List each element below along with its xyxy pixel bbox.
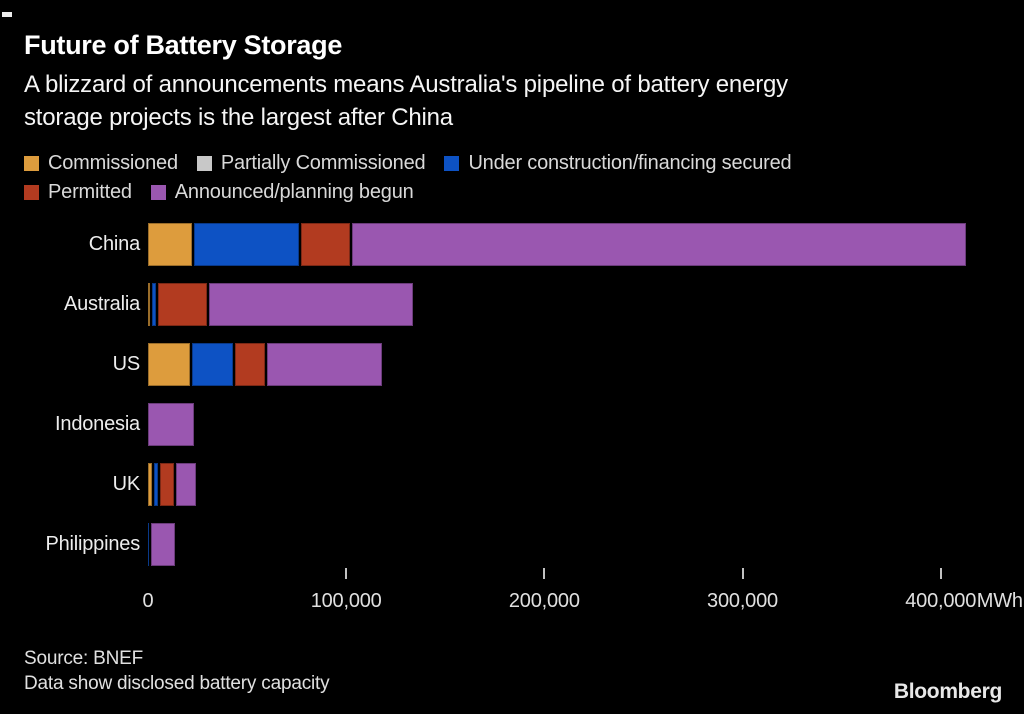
bar-segment-under-construction-financing-secured	[193, 222, 299, 266]
bar-segment-under-construction-financing-secured	[191, 342, 234, 386]
bar-segment-permitted	[159, 462, 174, 506]
subtitle-line-2: storage projects is the largest after Ch…	[24, 104, 453, 131]
chart-row: Indonesia	[0, 394, 1024, 454]
category-label-uk: UK	[112, 472, 141, 495]
bar-indonesia	[148, 402, 1014, 446]
legend-row-2: Permitted Announced/planning begun	[24, 181, 791, 204]
bar-segment-commissioned	[148, 462, 152, 506]
announced-swatch-icon	[150, 185, 166, 200]
legend-label: Under construction/financing secured	[468, 152, 792, 174]
category-label-philippines: Philippines	[45, 532, 140, 555]
bar-segment-announced-planning-begun	[150, 522, 175, 566]
chart-row: China	[0, 214, 1024, 274]
legend-item-permitted: Permitted	[24, 181, 132, 204]
bar-china	[148, 222, 1014, 266]
axis-tick-label: 200,000	[508, 590, 580, 612]
axis-tick-mark	[741, 568, 744, 579]
legend-item-under-construction: Under construction/financing secured	[444, 152, 792, 175]
legend-item-partially-commissioned: Partially Commissioned	[196, 152, 426, 175]
legend-label: Commissioned	[48, 152, 178, 174]
category-label-us: US	[112, 352, 141, 375]
source-note: Source: BNEF	[24, 648, 144, 669]
bar-uk	[148, 462, 1014, 506]
legend-label: Permitted	[48, 181, 132, 203]
chart-title: Future of Battery Storage	[24, 30, 343, 60]
bar-segment-commissioned	[148, 342, 190, 386]
commissioned-swatch-icon	[24, 156, 39, 171]
chart-row: Australia	[0, 274, 1024, 334]
axis-tick-label: 300,000	[707, 590, 778, 612]
bar-us	[148, 342, 1014, 386]
legend: Commissioned Partially Commissioned Unde…	[24, 152, 792, 204]
chart-row: Philippines	[0, 514, 1024, 574]
legend-row-1: Commissioned Partially Commissioned Unde…	[24, 152, 792, 175]
axis-tick-mark	[939, 568, 942, 579]
category-label-china: China	[88, 232, 140, 255]
bar-segment-permitted	[157, 282, 208, 326]
axis-tick-label: 400,000	[905, 590, 977, 612]
category-label-indonesia: Indonesia	[55, 412, 140, 435]
bar-segment-under-construction-financing-secured	[148, 522, 149, 566]
partially-commissioned-swatch-icon	[196, 156, 212, 171]
legend-item-announced: Announced/planning begun	[150, 181, 414, 204]
bar-philippines	[148, 522, 1014, 566]
legend-item-commissioned: Commissioned	[24, 152, 178, 175]
bar-segment-announced-planning-begun	[266, 342, 382, 386]
bar-segment-commissioned	[148, 282, 150, 326]
bar-segment-permitted	[235, 342, 265, 386]
legend-label: Announced/planning begun	[174, 181, 414, 203]
bar-segment-announced-planning-begun	[148, 402, 194, 446]
chart-row: UK	[0, 454, 1024, 514]
x-axis-labels: 0 100,000 200,000 300,000 400,000 MWh	[143, 590, 1023, 614]
bloomberg-logo: Bloomberg	[893, 680, 1002, 703]
x-axis-ticks	[148, 568, 1014, 580]
bar-chart: China Australia US Indonesia UK Philippines 0…	[0, 214, 1024, 614]
data-note: Data show disclosed battery capacity	[24, 673, 330, 694]
axis-tick-label: 100,000	[310, 590, 382, 612]
legend-label: Partially Commissioned	[220, 152, 426, 174]
under-construction-swatch-icon	[444, 156, 460, 171]
category-label-australia: Australia	[63, 292, 140, 315]
chart-rows: China Australia US Indonesia UK Philippines	[0, 214, 1024, 574]
bar-segment-permitted	[300, 222, 351, 266]
chart-subtitle: A blizzard of announcements means Austra…	[24, 68, 788, 134]
bar-segment-announced-planning-begun	[175, 462, 196, 506]
chart-row: US	[0, 334, 1024, 394]
permitted-swatch-icon	[24, 185, 39, 200]
bar-australia	[148, 282, 1014, 326]
axis-tick-mark	[543, 568, 546, 579]
bar-segment-under-construction-financing-secured	[151, 282, 156, 326]
bar-segment-announced-planning-begun	[352, 222, 967, 266]
bar-segment-under-construction-financing-secured	[153, 462, 158, 506]
screenshot-artifact	[2, 12, 12, 17]
bar-segment-announced-planning-begun	[209, 282, 414, 326]
subtitle-line-1: A blizzard of announcements means Austra…	[24, 71, 788, 98]
bar-segment-commissioned	[148, 222, 192, 266]
axis-unit-label: MWh	[976, 590, 1023, 612]
axis-tick-label: 0	[142, 590, 154, 612]
axis-tick-mark	[345, 568, 348, 579]
